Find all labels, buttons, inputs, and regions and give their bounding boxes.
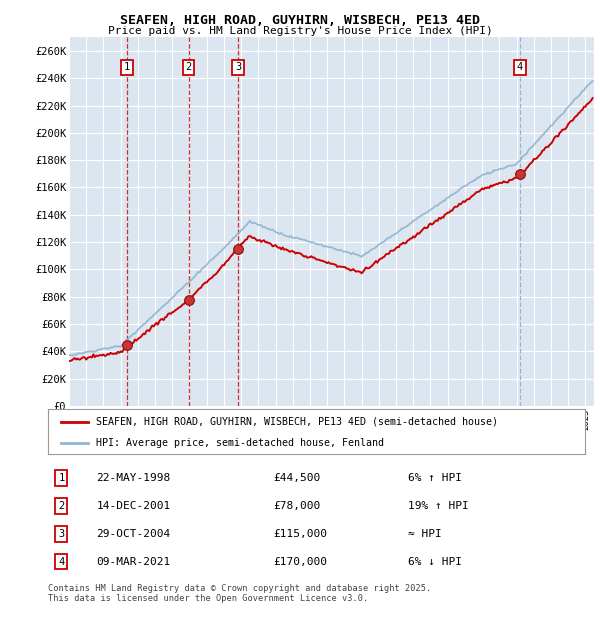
Text: 14-DEC-2001: 14-DEC-2001 [97,501,170,511]
Text: £170,000: £170,000 [274,557,328,567]
Text: 2: 2 [185,62,192,73]
Text: 4: 4 [58,557,65,567]
Text: £44,500: £44,500 [274,473,321,483]
Text: 1: 1 [124,62,130,73]
Text: 6% ↑ HPI: 6% ↑ HPI [408,473,462,483]
Text: 6% ↓ HPI: 6% ↓ HPI [408,557,462,567]
Text: 3: 3 [235,62,241,73]
Text: 3: 3 [58,529,65,539]
Text: 19% ↑ HPI: 19% ↑ HPI [408,501,469,511]
Text: £115,000: £115,000 [274,529,328,539]
Text: SEAFEN, HIGH ROAD, GUYHIRN, WISBECH, PE13 4ED: SEAFEN, HIGH ROAD, GUYHIRN, WISBECH, PE1… [120,14,480,27]
Text: 2: 2 [58,501,65,511]
Text: Contains HM Land Registry data © Crown copyright and database right 2025.
This d: Contains HM Land Registry data © Crown c… [48,584,431,603]
Text: 4: 4 [517,62,523,73]
Text: HPI: Average price, semi-detached house, Fenland: HPI: Average price, semi-detached house,… [97,438,385,448]
Text: 1: 1 [58,473,65,483]
Text: ≈ HPI: ≈ HPI [408,529,442,539]
Text: 22-MAY-1998: 22-MAY-1998 [97,473,170,483]
Text: SEAFEN, HIGH ROAD, GUYHIRN, WISBECH, PE13 4ED (semi-detached house): SEAFEN, HIGH ROAD, GUYHIRN, WISBECH, PE1… [97,417,499,427]
Text: Price paid vs. HM Land Registry's House Price Index (HPI): Price paid vs. HM Land Registry's House … [107,26,493,36]
Text: 29-OCT-2004: 29-OCT-2004 [97,529,170,539]
Text: £78,000: £78,000 [274,501,321,511]
Text: 09-MAR-2021: 09-MAR-2021 [97,557,170,567]
